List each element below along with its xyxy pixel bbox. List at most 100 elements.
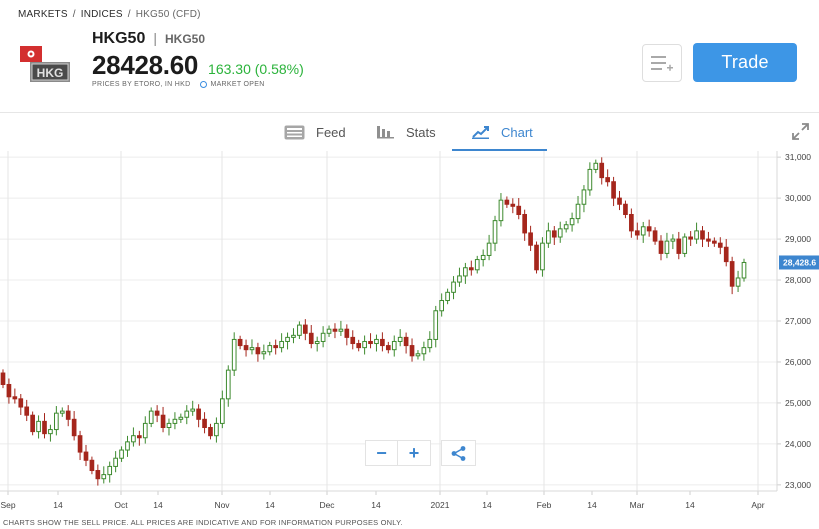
breadcrumb-markets[interactable]: MARKETS <box>18 9 68 20</box>
x-tick-label: 14 <box>587 500 597 510</box>
candle-down <box>468 267 474 271</box>
candle-up <box>397 336 403 342</box>
zoom-in-button[interactable]: + <box>398 440 431 466</box>
candle-up <box>362 340 367 349</box>
candle-down <box>196 408 201 420</box>
x-tick-label: 14 <box>53 500 63 510</box>
candle-up <box>48 429 53 435</box>
price-meta: PRICES BY ETORO, IN HKD MARKET OPEN <box>92 81 265 88</box>
candle-up <box>36 420 41 433</box>
add-to-watchlist-button[interactable] <box>642 44 682 82</box>
candle-down <box>409 345 415 357</box>
breadcrumb-indices[interactable]: INDICES <box>80 9 123 20</box>
candle-up <box>291 334 296 338</box>
zoom-out-button[interactable]: − <box>365 440 398 466</box>
candle-down <box>344 328 350 338</box>
x-tick-label: 14 <box>153 500 163 510</box>
candle-down <box>551 230 557 238</box>
expand-icon[interactable] <box>792 123 809 145</box>
candle-up <box>474 259 480 271</box>
candle-down <box>154 410 160 416</box>
stats-icon <box>377 125 395 139</box>
y-tick-label: 27,000 <box>785 316 811 326</box>
tab-chart[interactable]: Chart <box>472 121 533 143</box>
candle-up <box>575 203 581 220</box>
share-button[interactable] <box>441 440 476 466</box>
candle-up <box>184 410 190 418</box>
candle-down <box>528 232 533 246</box>
breadcrumb-current: HKG50 (CFD) <box>135 9 201 20</box>
price-change: 163.30 (0.58%) <box>208 61 304 77</box>
candle-up <box>297 324 302 336</box>
current-price-tag <box>779 255 819 270</box>
breadcrumb: MARKETS / INDICES / HKG50 (CFD) <box>18 9 201 20</box>
title-divider: | <box>153 30 157 46</box>
candle-up <box>231 338 237 371</box>
header-divider <box>0 112 819 113</box>
candle-down <box>617 197 622 205</box>
candle-up <box>148 410 154 424</box>
candle-up <box>338 328 344 332</box>
candle-up <box>59 410 65 414</box>
candle-down <box>89 459 95 472</box>
candle-up <box>421 347 427 355</box>
breadcrumb-separator: / <box>72 9 76 20</box>
candlestick-chart[interactable]: 23,000 24,000 25,000 26,000 27,000 28,000 29,0… <box>0 151 819 516</box>
candle-down <box>611 181 616 199</box>
current-price-label: 28,428.6 <box>783 257 816 267</box>
candle-up <box>593 162 599 170</box>
candle-up <box>285 336 290 342</box>
candle-down <box>385 345 391 351</box>
candle-down <box>522 213 528 234</box>
instrument-title: HKG50 | HKG50 <box>92 30 205 48</box>
candle-up <box>433 310 439 340</box>
candle-down <box>729 261 735 287</box>
candle-up <box>219 398 225 424</box>
candle-up <box>498 199 504 222</box>
candle-up <box>267 345 273 353</box>
candle-down <box>605 177 610 183</box>
breadcrumb-separator: / <box>127 9 131 20</box>
candle-down <box>700 230 705 240</box>
candle-down <box>403 336 409 347</box>
candle-up <box>457 275 462 283</box>
candle-up <box>735 277 741 287</box>
candle-down <box>302 324 308 334</box>
candle-up <box>694 230 699 240</box>
candle-up <box>391 340 397 351</box>
x-tick-label: 2021 <box>431 500 450 510</box>
x-tick-label: 14 <box>685 500 695 510</box>
candle-down <box>0 372 6 385</box>
price-source: PRICES BY ETORO, IN HKD <box>92 81 191 88</box>
x-tick-label: Oct <box>114 500 128 510</box>
candle-up <box>427 338 433 349</box>
candle-down <box>18 398 24 408</box>
candle-down <box>516 205 522 215</box>
active-tab-indicator <box>452 149 547 151</box>
x-tick-label: Sep <box>0 500 15 510</box>
candle-up <box>131 435 136 443</box>
y-tick-label: 26,000 <box>785 357 811 367</box>
x-tick-label: Apr <box>751 500 764 510</box>
candle-down <box>534 244 539 271</box>
candle-down <box>65 410 71 420</box>
candle-up <box>569 218 575 226</box>
candle-up <box>463 267 468 277</box>
tab-chart-label: Chart <box>501 124 533 140</box>
candle-down <box>332 328 338 332</box>
tab-feed[interactable]: Feed <box>284 121 346 143</box>
candle-up <box>107 465 113 476</box>
candle-up <box>546 230 551 244</box>
candle-up <box>415 353 421 357</box>
tab-stats[interactable]: Stats <box>377 121 436 143</box>
trade-button[interactable]: Trade <box>693 43 797 82</box>
price-chart[interactable]: 23,000 24,000 25,000 26,000 27,000 28,000 29,0… <box>0 151 819 516</box>
candle-up <box>451 281 456 293</box>
candle-up <box>492 220 498 244</box>
x-tick-label: Feb <box>537 500 552 510</box>
y-tick-label: 31,000 <box>785 152 811 162</box>
candle-down <box>160 414 166 429</box>
candle-up <box>741 261 747 279</box>
clock-icon <box>200 81 208 88</box>
candle-up <box>670 238 676 242</box>
